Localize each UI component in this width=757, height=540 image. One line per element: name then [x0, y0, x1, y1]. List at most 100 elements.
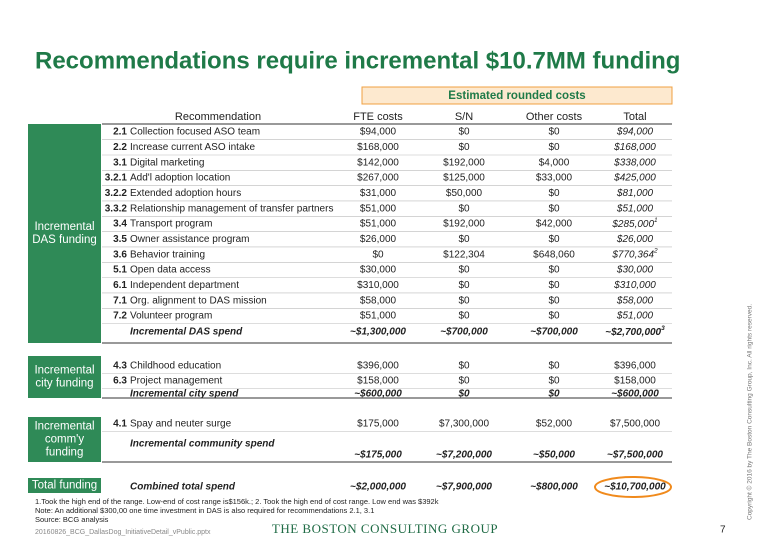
cell: $58,000 — [616, 295, 654, 306]
rec-number: 3.3.2 — [105, 203, 128, 214]
cell: ~$7,900,000 — [436, 482, 492, 493]
group-label: funding — [46, 447, 84, 459]
copyright: Copyright © 2016 by The Boston Consultin… — [746, 304, 754, 520]
cost-header: Estimated rounded costs — [448, 90, 585, 102]
cell-note: 1 — [654, 217, 658, 224]
cell: $51,000 — [616, 203, 654, 214]
footnote: Note: An additional $300,00 one time inv… — [35, 506, 374, 515]
cell: ~$7,200,000 — [436, 450, 492, 461]
cell: $0 — [548, 188, 560, 199]
cell: $81,000 — [616, 188, 654, 199]
cell: $7,300,000 — [439, 419, 489, 430]
cell: $33,000 — [536, 173, 573, 184]
cell: ~$2,700,0003 — [605, 325, 665, 338]
subtotal-name: Incremental community spend — [130, 439, 275, 450]
cell: $26,000 — [616, 234, 654, 245]
rec-name: Spay and neuter surge — [130, 419, 232, 430]
rec-number: 7.2 — [113, 311, 127, 322]
group-box — [28, 417, 101, 462]
slide-title: Recommendations require incremental $10.… — [35, 47, 680, 74]
footnote: 1.Took the high end of the range. Low-en… — [35, 497, 439, 506]
cell: $0 — [372, 249, 384, 260]
logo: THE BOSTON CONSULTING GROUP — [272, 521, 498, 536]
cell: $0 — [548, 311, 560, 322]
cell: $0 — [548, 265, 560, 276]
group-label: Incremental — [34, 365, 94, 377]
col-header: Total — [623, 111, 646, 123]
cell: $125,000 — [443, 173, 485, 184]
cell: $338,000 — [613, 157, 656, 168]
cell: $51,000 — [360, 311, 397, 322]
subtotal-name: Incremental DAS spend — [130, 327, 243, 338]
cell: ~$600,000 — [611, 389, 659, 400]
rec-number: 2.2 — [113, 142, 127, 153]
cell: ~$175,000 — [354, 450, 402, 461]
subtotal-name: Incremental city spend — [130, 389, 239, 400]
cell-value: $285,000 — [611, 219, 654, 230]
rec-name: Independent department — [130, 280, 239, 291]
cell: $0 — [548, 361, 560, 372]
cell: ~$600,000 — [354, 389, 402, 400]
cell: $0 — [457, 389, 470, 400]
cell: $0 — [548, 234, 560, 245]
group-label: Incremental — [34, 221, 94, 233]
cell: $0 — [458, 376, 470, 387]
cell: $648,060 — [533, 249, 575, 260]
footnote: Source: BCG analysis — [35, 515, 109, 524]
header-box — [361, 86, 673, 105]
cell: $0 — [458, 265, 470, 276]
cell: $0 — [458, 234, 470, 245]
rec-name: Open data access — [130, 265, 211, 276]
cell: $51,000 — [360, 219, 397, 230]
cell: $0 — [458, 127, 470, 138]
cell: ~$1,300,000 — [350, 327, 406, 338]
cell: $267,000 — [357, 173, 399, 184]
cell: ~$7,500,000 — [607, 450, 663, 461]
cell: $0 — [548, 203, 560, 214]
cell-value: $770,364 — [611, 249, 654, 260]
group-label: comm'y — [45, 434, 85, 446]
cell-value: ~$2,700,000 — [605, 327, 661, 338]
subtotal-name: Combined total spend — [130, 482, 236, 493]
cell: $42,000 — [536, 219, 573, 230]
cell: $396,000 — [614, 361, 656, 372]
cell: $7,500,000 — [610, 419, 660, 430]
cell: $0 — [458, 361, 470, 372]
cell: $0 — [458, 295, 470, 306]
rec-number: 4.3 — [113, 361, 127, 372]
group-box — [28, 124, 101, 343]
cell: $168,000 — [613, 142, 656, 153]
cell: $0 — [548, 142, 560, 153]
group-label: DAS funding — [32, 234, 97, 246]
rec-name: Project management — [130, 376, 222, 387]
group-label: Incremental — [34, 421, 94, 433]
rec-number: 3.6 — [113, 249, 127, 260]
rec-name: Behavior training — [130, 249, 205, 260]
cell: ~$800,000 — [530, 482, 578, 493]
cell: $142,000 — [357, 157, 399, 168]
col-header: S/N — [455, 111, 473, 123]
rec-number: 3.2.1 — [105, 173, 128, 184]
cell: $396,000 — [357, 361, 399, 372]
cell: $31,000 — [360, 188, 397, 199]
group-label: Total funding — [32, 480, 97, 492]
rec-number: 3.5 — [113, 234, 127, 245]
rec-number: 2.1 — [113, 127, 127, 138]
page-number: 7 — [720, 525, 726, 536]
highlight-ring — [594, 476, 672, 498]
rec-name: Digital marketing — [130, 157, 204, 168]
cell: $0 — [458, 203, 470, 214]
cell: $94,000 — [616, 127, 654, 138]
rec-number: 7.1 — [113, 295, 127, 306]
cell: $425,000 — [613, 173, 656, 184]
cell-note: 2 — [653, 247, 658, 254]
cell: ~$700,000 — [530, 327, 578, 338]
cell: $4,000 — [539, 157, 570, 168]
group-label: city funding — [35, 378, 93, 390]
cell: $52,000 — [536, 419, 573, 430]
col-header: FTE costs — [353, 111, 403, 123]
group-box — [28, 478, 101, 493]
rec-name: Org. alignment to DAS mission — [130, 295, 267, 306]
cell: $0 — [548, 295, 560, 306]
